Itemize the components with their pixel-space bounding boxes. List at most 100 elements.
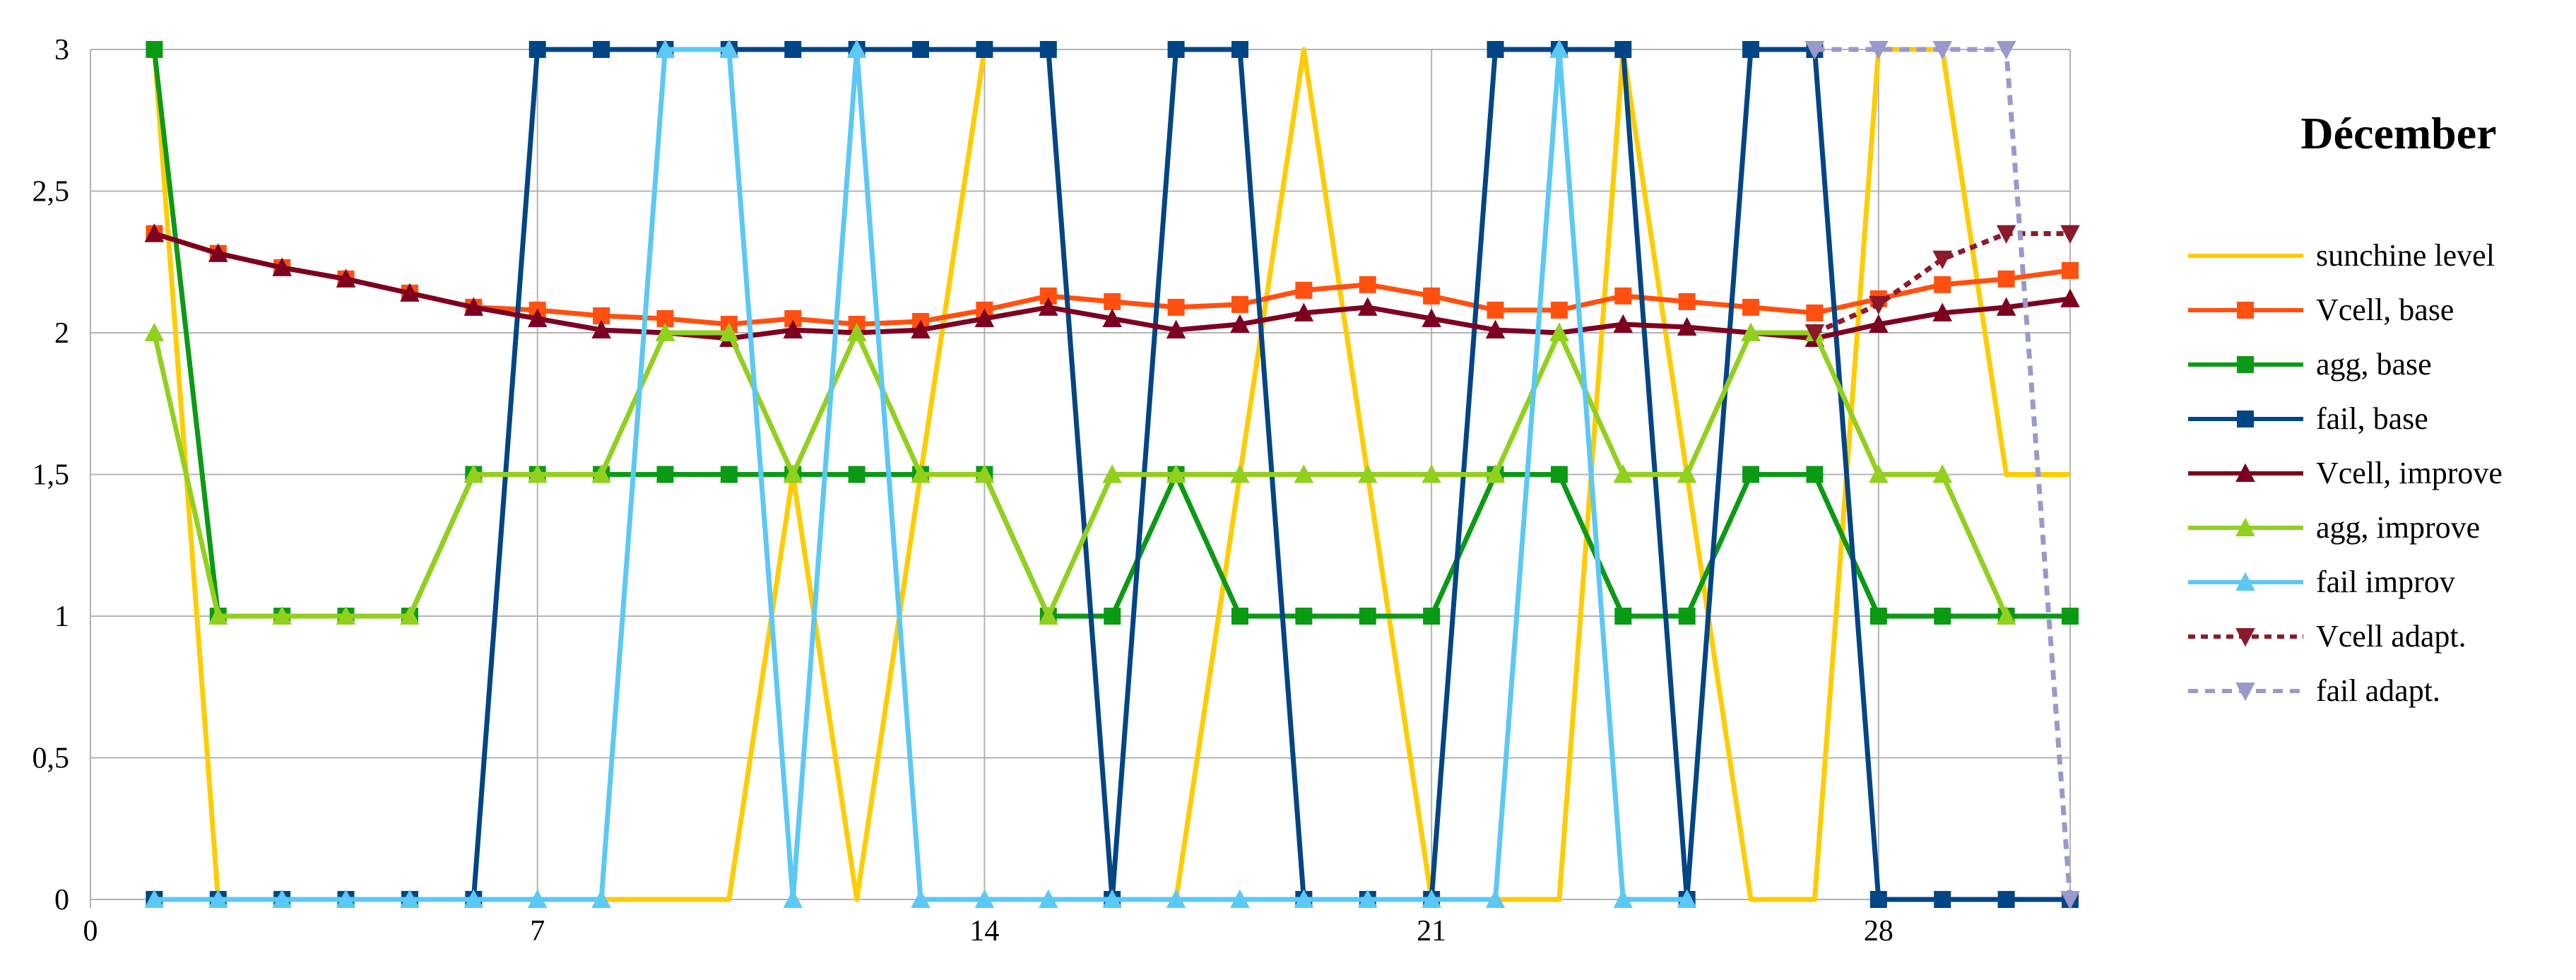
data-point (1485, 464, 1506, 483)
data-point (1997, 270, 2015, 288)
data-point (1932, 250, 1953, 270)
data-point (1996, 41, 2016, 60)
data-point (1996, 606, 2016, 625)
series-5 (144, 322, 2016, 625)
data-point (463, 889, 484, 908)
data-point (1996, 297, 2016, 316)
legend-marker (2235, 517, 2255, 536)
x-tick-label: 7 (530, 915, 545, 947)
data-point (1869, 891, 1887, 908)
data-point (1934, 276, 1951, 293)
data-point (144, 223, 165, 242)
data-point (400, 889, 420, 908)
data-point (1294, 302, 1314, 321)
data-point (1869, 608, 1887, 625)
legend-marker (2237, 302, 2254, 319)
legend-item: fail, base (2188, 401, 2428, 436)
data-point (846, 322, 867, 341)
data-point (208, 243, 228, 262)
data-point (1996, 225, 2016, 244)
data-point (1613, 464, 1633, 483)
y-tick-label: 0,5 (33, 743, 70, 775)
data-point (2062, 261, 2079, 279)
data-point (1294, 464, 1314, 483)
data-point (1741, 322, 1761, 341)
data-point (1231, 295, 1248, 313)
data-point (1422, 889, 1441, 908)
data-point (783, 889, 803, 908)
data-point (655, 39, 675, 58)
data-point (1613, 889, 1633, 908)
data-point (1166, 319, 1186, 338)
data-point (1231, 608, 1248, 625)
data-point (1104, 293, 1121, 310)
data-point (1422, 308, 1441, 327)
series-7 (1804, 225, 2080, 343)
legend-marker (2235, 463, 2255, 482)
data-point (719, 39, 739, 58)
chart-title: Décember (2300, 108, 2496, 158)
data-point (144, 889, 165, 908)
data-point (1869, 41, 1889, 60)
data-point (1614, 41, 1632, 58)
legend-item: sunchine level (2188, 238, 2495, 273)
data-point (591, 319, 611, 338)
data-point (1932, 464, 1953, 483)
chart-legend: sunchine level Vcell, base agg, base fail, … (2188, 238, 2503, 708)
legend-label: fail adapt. (2316, 673, 2440, 708)
data-point (1806, 466, 1824, 483)
y-tick-label: 1 (54, 601, 69, 633)
legend-label: fail, base (2316, 401, 2428, 436)
data-point (1104, 608, 1121, 625)
data-point (1102, 308, 1122, 327)
legend-label: fail improv (2316, 565, 2455, 599)
data-point (911, 319, 930, 338)
legend-label: sunchine level (2316, 238, 2495, 273)
chart-series (144, 39, 2080, 910)
legend-item: fail adapt. (2188, 673, 2440, 708)
data-point (336, 606, 356, 625)
data-point (336, 889, 356, 908)
data-point (1102, 464, 1122, 483)
data-point (1804, 324, 1825, 343)
data-point (336, 268, 356, 288)
data-point (976, 41, 993, 58)
data-point (1167, 298, 1185, 316)
data-point (400, 606, 420, 625)
data-point (1357, 297, 1378, 316)
legend-item: agg, base (2188, 347, 2432, 382)
data-point (1550, 466, 1568, 483)
data-point (1677, 464, 1697, 483)
data-point (1294, 889, 1314, 908)
data-point (846, 39, 867, 58)
data-point (593, 41, 610, 58)
data-point (1166, 464, 1186, 483)
data-point (1677, 317, 1697, 336)
data-point (1997, 891, 2015, 908)
y-tick-label: 3 (54, 34, 69, 66)
legend-item: agg, improve (2188, 510, 2480, 545)
data-point (720, 466, 738, 483)
x-tick-label: 28 (1864, 915, 1893, 947)
data-point (2060, 891, 2080, 910)
data-point (1230, 314, 1250, 333)
data-point (974, 464, 995, 483)
data-point (146, 41, 163, 58)
data-point (1039, 297, 1058, 316)
y-tick-label: 2 (54, 317, 69, 350)
data-point (1614, 608, 1632, 625)
data-point (1932, 302, 1953, 321)
data-point (591, 464, 611, 483)
data-point (1102, 889, 1122, 908)
data-point (1423, 287, 1441, 305)
data-point (1614, 287, 1632, 305)
data-point (1485, 319, 1506, 338)
series-8 (1804, 41, 2080, 910)
data-point (2060, 225, 2080, 244)
series-4 (144, 223, 2080, 348)
legend-item: Vcell, base (2188, 293, 2454, 327)
data-point (1231, 41, 1248, 58)
legend-label: Vcell, improve (2316, 456, 2503, 490)
data-point (1487, 301, 1504, 319)
chart-axes: 0 0,5 1 1,5 2 2,5 3 0 7 14 21 28 (33, 34, 1893, 947)
